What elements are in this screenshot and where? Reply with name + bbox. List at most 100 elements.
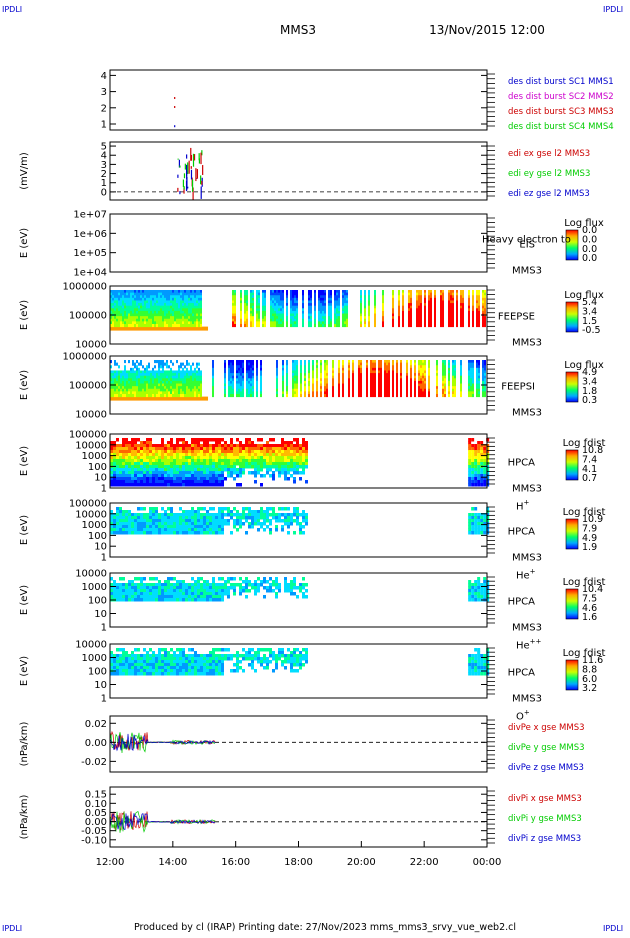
heatmap-cell: [209, 453, 212, 457]
heatmap-cell: [272, 471, 275, 475]
heatmap-cell: [140, 477, 143, 481]
heatmap-cell: [125, 528, 128, 532]
heatmap-cell: [167, 513, 170, 517]
heatmap-cell: [173, 516, 176, 520]
heatmap-cell: [134, 441, 137, 445]
heatmap-cell: [269, 453, 272, 457]
heatmap-cell: [134, 525, 137, 529]
heatmap-cell: [140, 531, 143, 535]
heatmap-cell: [164, 462, 167, 466]
heatmap-cell: [158, 525, 161, 529]
heatmap-cell: [128, 516, 131, 520]
heatmap-cell: [472, 394, 474, 397]
heatmap-cell: [215, 453, 218, 457]
heatmap-cell: [468, 480, 471, 484]
heatmap-cell: [197, 468, 200, 472]
heatmap-cell: [388, 394, 390, 397]
heatmap-cell: [212, 444, 215, 448]
heatmap-cell: [296, 513, 299, 517]
heatmap-cell: [161, 507, 164, 511]
heatmap-cell: [119, 453, 122, 457]
heatmap-cell: [218, 531, 221, 535]
heatmap-cell: [122, 477, 125, 481]
heatmap-cell: [122, 468, 125, 472]
heatmap-cell: [290, 450, 293, 454]
heatmap-cell: [179, 525, 182, 529]
heatmap-cell: [468, 394, 470, 397]
heatmap-cell: [168, 394, 170, 397]
heatmap-cell: [281, 456, 284, 460]
heatmap-cell: [224, 447, 227, 451]
heatmap-cell: [176, 480, 179, 484]
heatmap-cell: [182, 363, 184, 366]
heatmap-cell: [224, 519, 227, 523]
panel-feepsi: Log flux4.93.41.80.3FEEPSIMMS31000010000…: [19, 352, 604, 421]
heatmap-cell: [364, 324, 366, 327]
heatmap-cell: [471, 531, 474, 535]
heatmap-cell: [134, 471, 137, 475]
heatmap-cell: [293, 444, 296, 448]
heatmap-cell: [119, 474, 122, 478]
heatmap-cell: [236, 468, 239, 472]
heatmap-cell: [170, 394, 172, 397]
heatmap-cell: [185, 531, 188, 535]
heatmap-cell: [131, 531, 134, 535]
heatmap-cell: [155, 468, 158, 472]
heatmap-cell: [239, 468, 242, 472]
heatmap-cell: [116, 456, 119, 460]
heatmap-cell: [116, 468, 119, 472]
heatmap-cell: [287, 444, 290, 448]
heatmap-cell: [116, 531, 119, 535]
heatmap-cell: [281, 444, 284, 448]
heatmap-cell: [134, 516, 137, 520]
heatmap-cell: [468, 324, 470, 327]
heatmap-cell: [480, 516, 483, 520]
heatmap-cell: [191, 456, 194, 460]
heatmap-cell: [238, 394, 240, 397]
heatmap-cell: [170, 516, 173, 520]
heatmap-cell: [305, 465, 308, 469]
heatmap-cell: [287, 465, 290, 469]
heatmap-cell: [263, 447, 266, 451]
heatmap-cell: [125, 477, 128, 481]
heatmap-cell: [221, 453, 224, 457]
heatmap-cell: [200, 522, 203, 526]
heatmap-cell: [161, 462, 164, 466]
heatmap-cell: [143, 459, 146, 463]
heatmap-cell: [302, 468, 305, 472]
heatmap-cell: [122, 592, 125, 596]
heatmap-cell: [112, 394, 114, 397]
heatmap-cell: [299, 444, 302, 448]
heatmap-cell: [305, 519, 308, 523]
y-tick-label: 10: [94, 542, 107, 553]
heatmap-cell: [113, 595, 116, 599]
heatmap-cell: [116, 453, 119, 457]
heatmap-cell: [221, 468, 224, 472]
heatmap-cell: [146, 459, 149, 463]
heatmap-cell: [155, 474, 158, 478]
heatmap-cell: [167, 519, 170, 523]
heatmap-cell: [452, 324, 454, 327]
heatmap-cell: [281, 441, 284, 445]
heatmap-cell: [170, 471, 173, 475]
heatmap-cell: [122, 394, 124, 397]
heatmap-cell: [194, 465, 197, 469]
heatmap-cell: [251, 465, 254, 469]
heatmap-cell: [196, 324, 198, 327]
heatmap-cell: [248, 441, 251, 445]
heatmap-cell: [128, 441, 131, 445]
heatmap-cell: [113, 471, 116, 475]
heatmap-cell: [272, 510, 275, 514]
heatmap-cell: [262, 324, 264, 327]
heatmap-cell: [260, 474, 263, 478]
heatmap-cell: [305, 453, 308, 457]
heatmap-cell: [239, 465, 242, 469]
heatmap-cell: [200, 459, 203, 463]
heatmap-cell: [170, 324, 172, 327]
heatmap-cell: [471, 462, 474, 466]
heatmap-cell: [471, 528, 474, 532]
heatmap-cell: [328, 324, 330, 327]
heatmap-cell: [440, 324, 442, 327]
heatmap-cell: [179, 453, 182, 457]
heatmap-cell: [167, 483, 170, 487]
